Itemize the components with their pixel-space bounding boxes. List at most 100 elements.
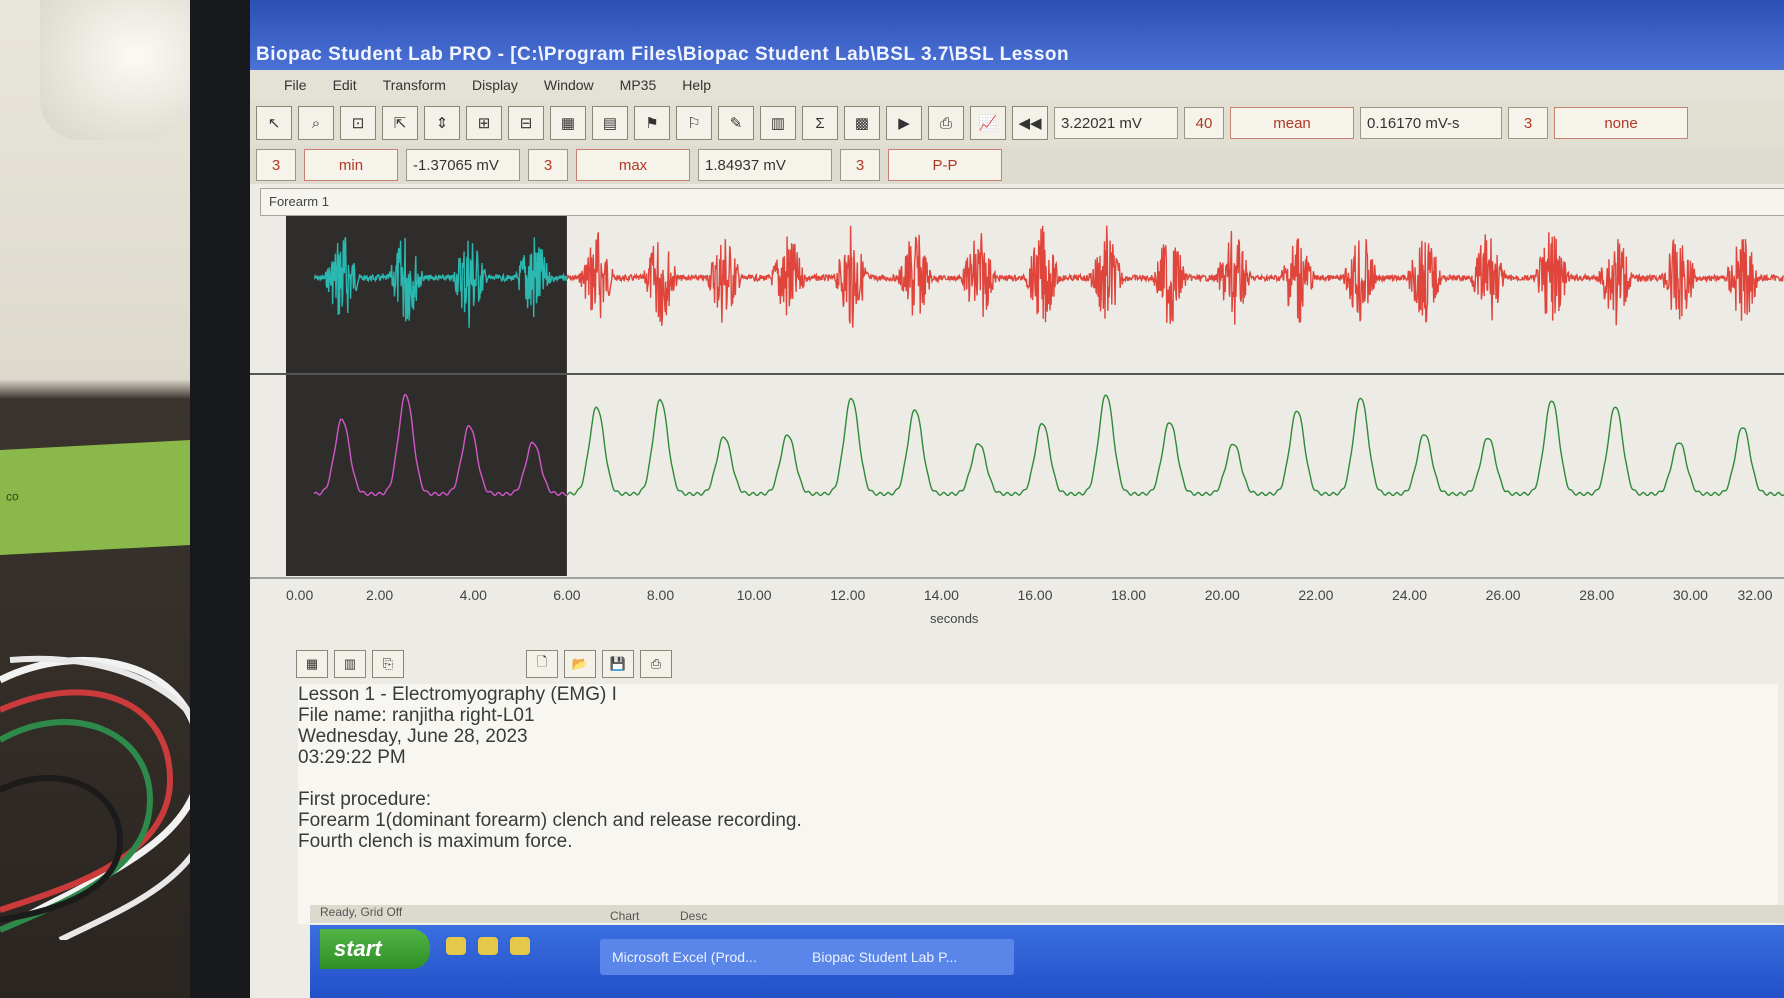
integrated-emg-channel (313, 393, 1784, 497)
menu-window[interactable]: Window (543, 77, 594, 93)
axis-tick-label: 22.00 (1298, 587, 1333, 603)
select-icon[interactable]: ⊡ (340, 106, 376, 140)
measurement-bar: 3 min -1.37065 mV 3 max 1.84937 mV 3 P-P (250, 146, 1784, 184)
quicklaunch-icon[interactable] (446, 937, 466, 955)
quicklaunch-icon[interactable] (478, 937, 498, 955)
status-bar: Ready, Grid Off (310, 905, 1784, 923)
axis-tick-label: 30.00 (1673, 587, 1708, 603)
meas-func-pp[interactable]: P-P (888, 149, 1002, 181)
journal-line (298, 768, 1778, 789)
axis-tick-label: 4.00 (460, 587, 487, 603)
axis-tick-label: 24.00 (1392, 587, 1427, 603)
journal-line: Wednesday, June 28, 2023 (298, 726, 528, 747)
axis-tick-label: 6.00 (553, 587, 580, 603)
autoscale-icon[interactable]: ⇕ (424, 106, 460, 140)
integrated-trace (566, 394, 1784, 497)
window-title: Biopac Student Lab PRO - [C:\Program Fil… (256, 44, 1070, 65)
axis-tick-label: 26.00 (1486, 587, 1521, 603)
journal-paste-icon[interactable]: ⎘ (372, 650, 404, 678)
menu-transform[interactable]: Transform (382, 77, 446, 93)
menu-bar: File Edit Transform Display Window MP35 … (250, 70, 1784, 100)
flag-icon[interactable]: ▶ (886, 106, 922, 140)
taskbar: Chart Desc start Microsoft Excel (Prod..… (310, 909, 1784, 998)
journal-icon[interactable]: ✎ (718, 106, 754, 140)
emg-trace-selected (313, 237, 568, 328)
axis-tick-label: 14.00 (924, 587, 959, 603)
meas-channel-3[interactable]: 3 (840, 149, 880, 181)
menu-mp35[interactable]: MP35 (619, 77, 657, 93)
status-text: Ready, Grid Off (320, 905, 403, 919)
save-icon[interactable]: 💾 (602, 650, 634, 678)
quicklaunch (446, 937, 530, 955)
menu-file[interactable]: File (284, 77, 307, 93)
axis-tick-label: 8.00 (647, 587, 674, 603)
zoom-icon[interactable]: ⌕ (298, 106, 334, 140)
meas-func-min[interactable]: min (304, 149, 398, 181)
quicklaunch-icon[interactable] (510, 937, 530, 955)
axis-tick-label: 12.00 (830, 587, 865, 603)
journal-line: 03:29:22 PM (298, 747, 406, 768)
journal-line: File name: ranjitha right-L01 (298, 705, 535, 726)
journal-line: Forearm 1(dominant forearm) clench and r… (298, 810, 802, 831)
new-file-icon[interactable]: 🗋 (526, 650, 558, 678)
meas-value-2: 1.84937 mV (698, 149, 832, 181)
axis-tick-label: 28.00 (1579, 587, 1614, 603)
meas-channel-1[interactable]: 3 (256, 149, 296, 181)
axis-tick-label: 20.00 (1205, 587, 1240, 603)
grid2-icon[interactable]: ▤ (592, 106, 628, 140)
printer-icon[interactable]: ⎙ (640, 650, 672, 678)
journal-line: Fourth clench is maximum force. (298, 831, 573, 852)
axis-tick-label: 2.00 (366, 587, 393, 603)
axis-tick-label: 32.00 (1737, 587, 1772, 603)
menu-display[interactable]: Display (471, 77, 518, 93)
time-axis: 0.00 2.00 4.00 6.00 8.00 10.00 12.00 14.00 16.00… (286, 587, 1773, 603)
journal-toolbar: ▦ ▥ ⎘ 🗋 📂 💾 ⎙ (296, 650, 672, 678)
meas-func-none[interactable]: none (1554, 107, 1688, 139)
green-card-text: co (6, 488, 19, 504)
marker2-icon[interactable]: ⚐ (676, 106, 712, 140)
axis-tick-label: 10.00 (737, 587, 772, 603)
meas-channel-2[interactable]: 3 (528, 149, 568, 181)
open-folder-icon[interactable]: 📂 (564, 650, 596, 678)
channel-label: Forearm 1 (260, 188, 1784, 216)
task-excel[interactable]: Microsoft Excel (Prod... (600, 939, 804, 975)
cursor-icon[interactable]: ↖ (256, 106, 292, 140)
menu-help[interactable]: Help (682, 77, 712, 93)
grid-icon[interactable]: ▦ (550, 106, 586, 140)
grid3-icon[interactable]: ▥ (760, 106, 796, 140)
journal[interactable]: Lesson 1 - Electromyography (EMG) I File… (298, 684, 1778, 924)
journal-grid-icon[interactable]: ▦ (296, 650, 328, 678)
title-bar: Biopac Student Lab PRO - [C:\Program Fil… (250, 0, 1784, 70)
rewind-icon[interactable]: ◀◀ (1012, 106, 1048, 140)
meas-func-max[interactable]: max (576, 149, 690, 181)
arrow-icon[interactable]: ⇱ (382, 106, 418, 140)
emg-channel (313, 225, 1784, 328)
axis-tick-label: 0.00 (286, 587, 313, 603)
meas-channel-4[interactable]: 40 (1184, 107, 1224, 139)
table-icon[interactable]: ▩ (844, 106, 880, 140)
meas-value-1: -1.37065 mV (406, 149, 520, 181)
axis-unit: seconds (930, 611, 979, 626)
journal-table-icon[interactable]: ▥ (334, 650, 366, 678)
cloth (40, 0, 200, 140)
integrated-trace-selected (313, 393, 568, 497)
screen: Biopac Student Lab PRO - [C:\Program Fil… (250, 0, 1784, 998)
overlap-icon[interactable]: ⊞ (466, 106, 502, 140)
journal-line: Lesson 1 - Electromyography (EMG) I (298, 684, 617, 705)
split-icon[interactable]: ⊟ (508, 106, 544, 140)
task-biopac[interactable]: Biopac Student Lab P... (800, 939, 1014, 975)
start-button[interactable]: start (320, 929, 430, 969)
axis-tick-label: 18.00 (1111, 587, 1146, 603)
print-icon[interactable]: ⎙ (928, 106, 964, 140)
waveform-graph[interactable]: 0.00 2.00 4.00 6.00 8.00 10.00 12.00 14.00 16.00… (250, 216, 1784, 646)
emg-trace (566, 225, 1784, 328)
meas-channel-5[interactable]: 3 (1508, 107, 1548, 139)
sum-icon[interactable]: Σ (802, 106, 838, 140)
menu-edit[interactable]: Edit (332, 77, 357, 93)
status-hint-desc: Desc (680, 909, 708, 923)
journal-line: First procedure: (298, 789, 432, 810)
meas-func-mean[interactable]: mean (1230, 107, 1354, 139)
meas-value-4: 0.16170 mV-s (1360, 107, 1502, 139)
marker-icon[interactable]: ⚑ (634, 106, 670, 140)
chart-icon[interactable]: 📈 (970, 106, 1006, 140)
